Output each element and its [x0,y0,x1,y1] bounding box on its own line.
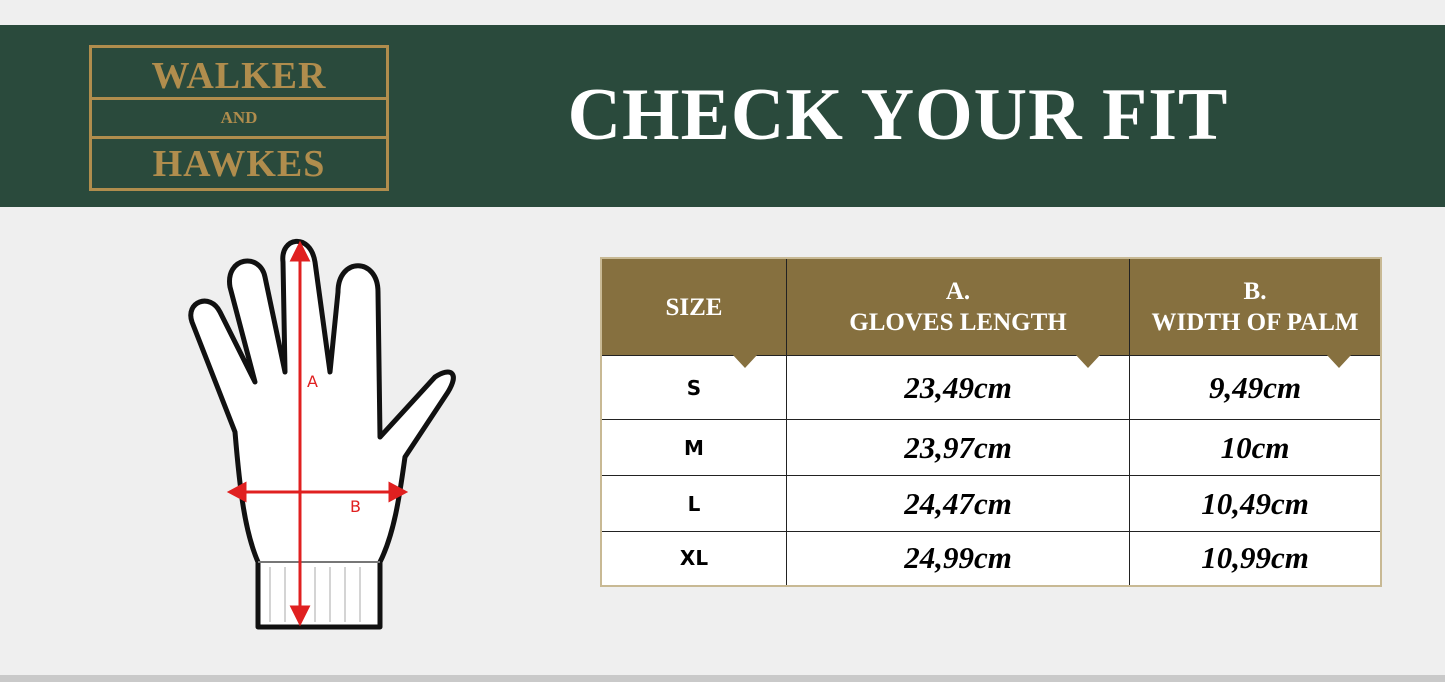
length-arrow [289,240,311,627]
length-cell: 23,49cm [786,355,1130,420]
logo-line: WALKER [92,48,386,100]
size-chart-table: SIZE A. GLOVES LENGTH B. WIDTH OF PALM S 23… [600,257,1382,587]
size-cell: M [601,419,787,476]
size-cell: XL [601,531,787,586]
size-cell: L [601,475,787,532]
size-cell: S [601,355,787,420]
header-banner: WALKER AND HAWKES CHECK YOUR FIT [0,25,1445,207]
label-b: B [350,497,361,516]
table-row: L 24,47cm 10,49cm [601,475,1381,532]
header-width: B. WIDTH OF PALM [1129,258,1381,368]
brand-logo: WALKER AND HAWKES [89,45,389,191]
label-a: A [307,372,318,391]
width-cell: 10,99cm [1129,531,1381,586]
length-cell: 24,47cm [786,475,1130,532]
glove-outline [188,238,456,630]
width-arrow [226,481,409,503]
length-cell: 23,97cm [786,419,1130,476]
table-row: S 23,49cm 9,49cm [601,355,1381,420]
glove-diagram: A B [188,238,456,630]
length-cell: 24,99cm [786,531,1130,586]
table-row: XL 24,99cm 10,99cm [601,531,1381,586]
header-length: A. GLOVES LENGTH [786,258,1130,368]
width-cell: 10,49cm [1129,475,1381,532]
bottom-divider [0,675,1445,682]
logo-line: HAWKES [152,143,326,185]
page-title: CHECK YOUR FIT [567,74,1229,156]
logo-line: AND [92,100,386,139]
width-cell: 10cm [1129,419,1381,476]
table-header: SIZE A. GLOVES LENGTH B. WIDTH OF PALM [601,258,1381,368]
table-row: M 23,97cm 10cm [601,419,1381,476]
header-size: SIZE [601,258,787,368]
